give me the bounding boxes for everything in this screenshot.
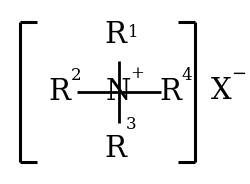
Text: R: R: [105, 135, 127, 163]
Text: −: −: [232, 65, 247, 83]
Text: 2: 2: [71, 67, 82, 84]
Text: R: R: [159, 78, 181, 106]
Text: R: R: [49, 78, 71, 106]
Text: N: N: [106, 78, 131, 106]
Text: 4: 4: [181, 67, 192, 84]
Text: +: +: [130, 65, 144, 82]
Text: X: X: [211, 77, 232, 105]
Text: 3: 3: [126, 116, 137, 133]
Text: R: R: [105, 21, 127, 49]
Text: 1: 1: [128, 24, 138, 41]
